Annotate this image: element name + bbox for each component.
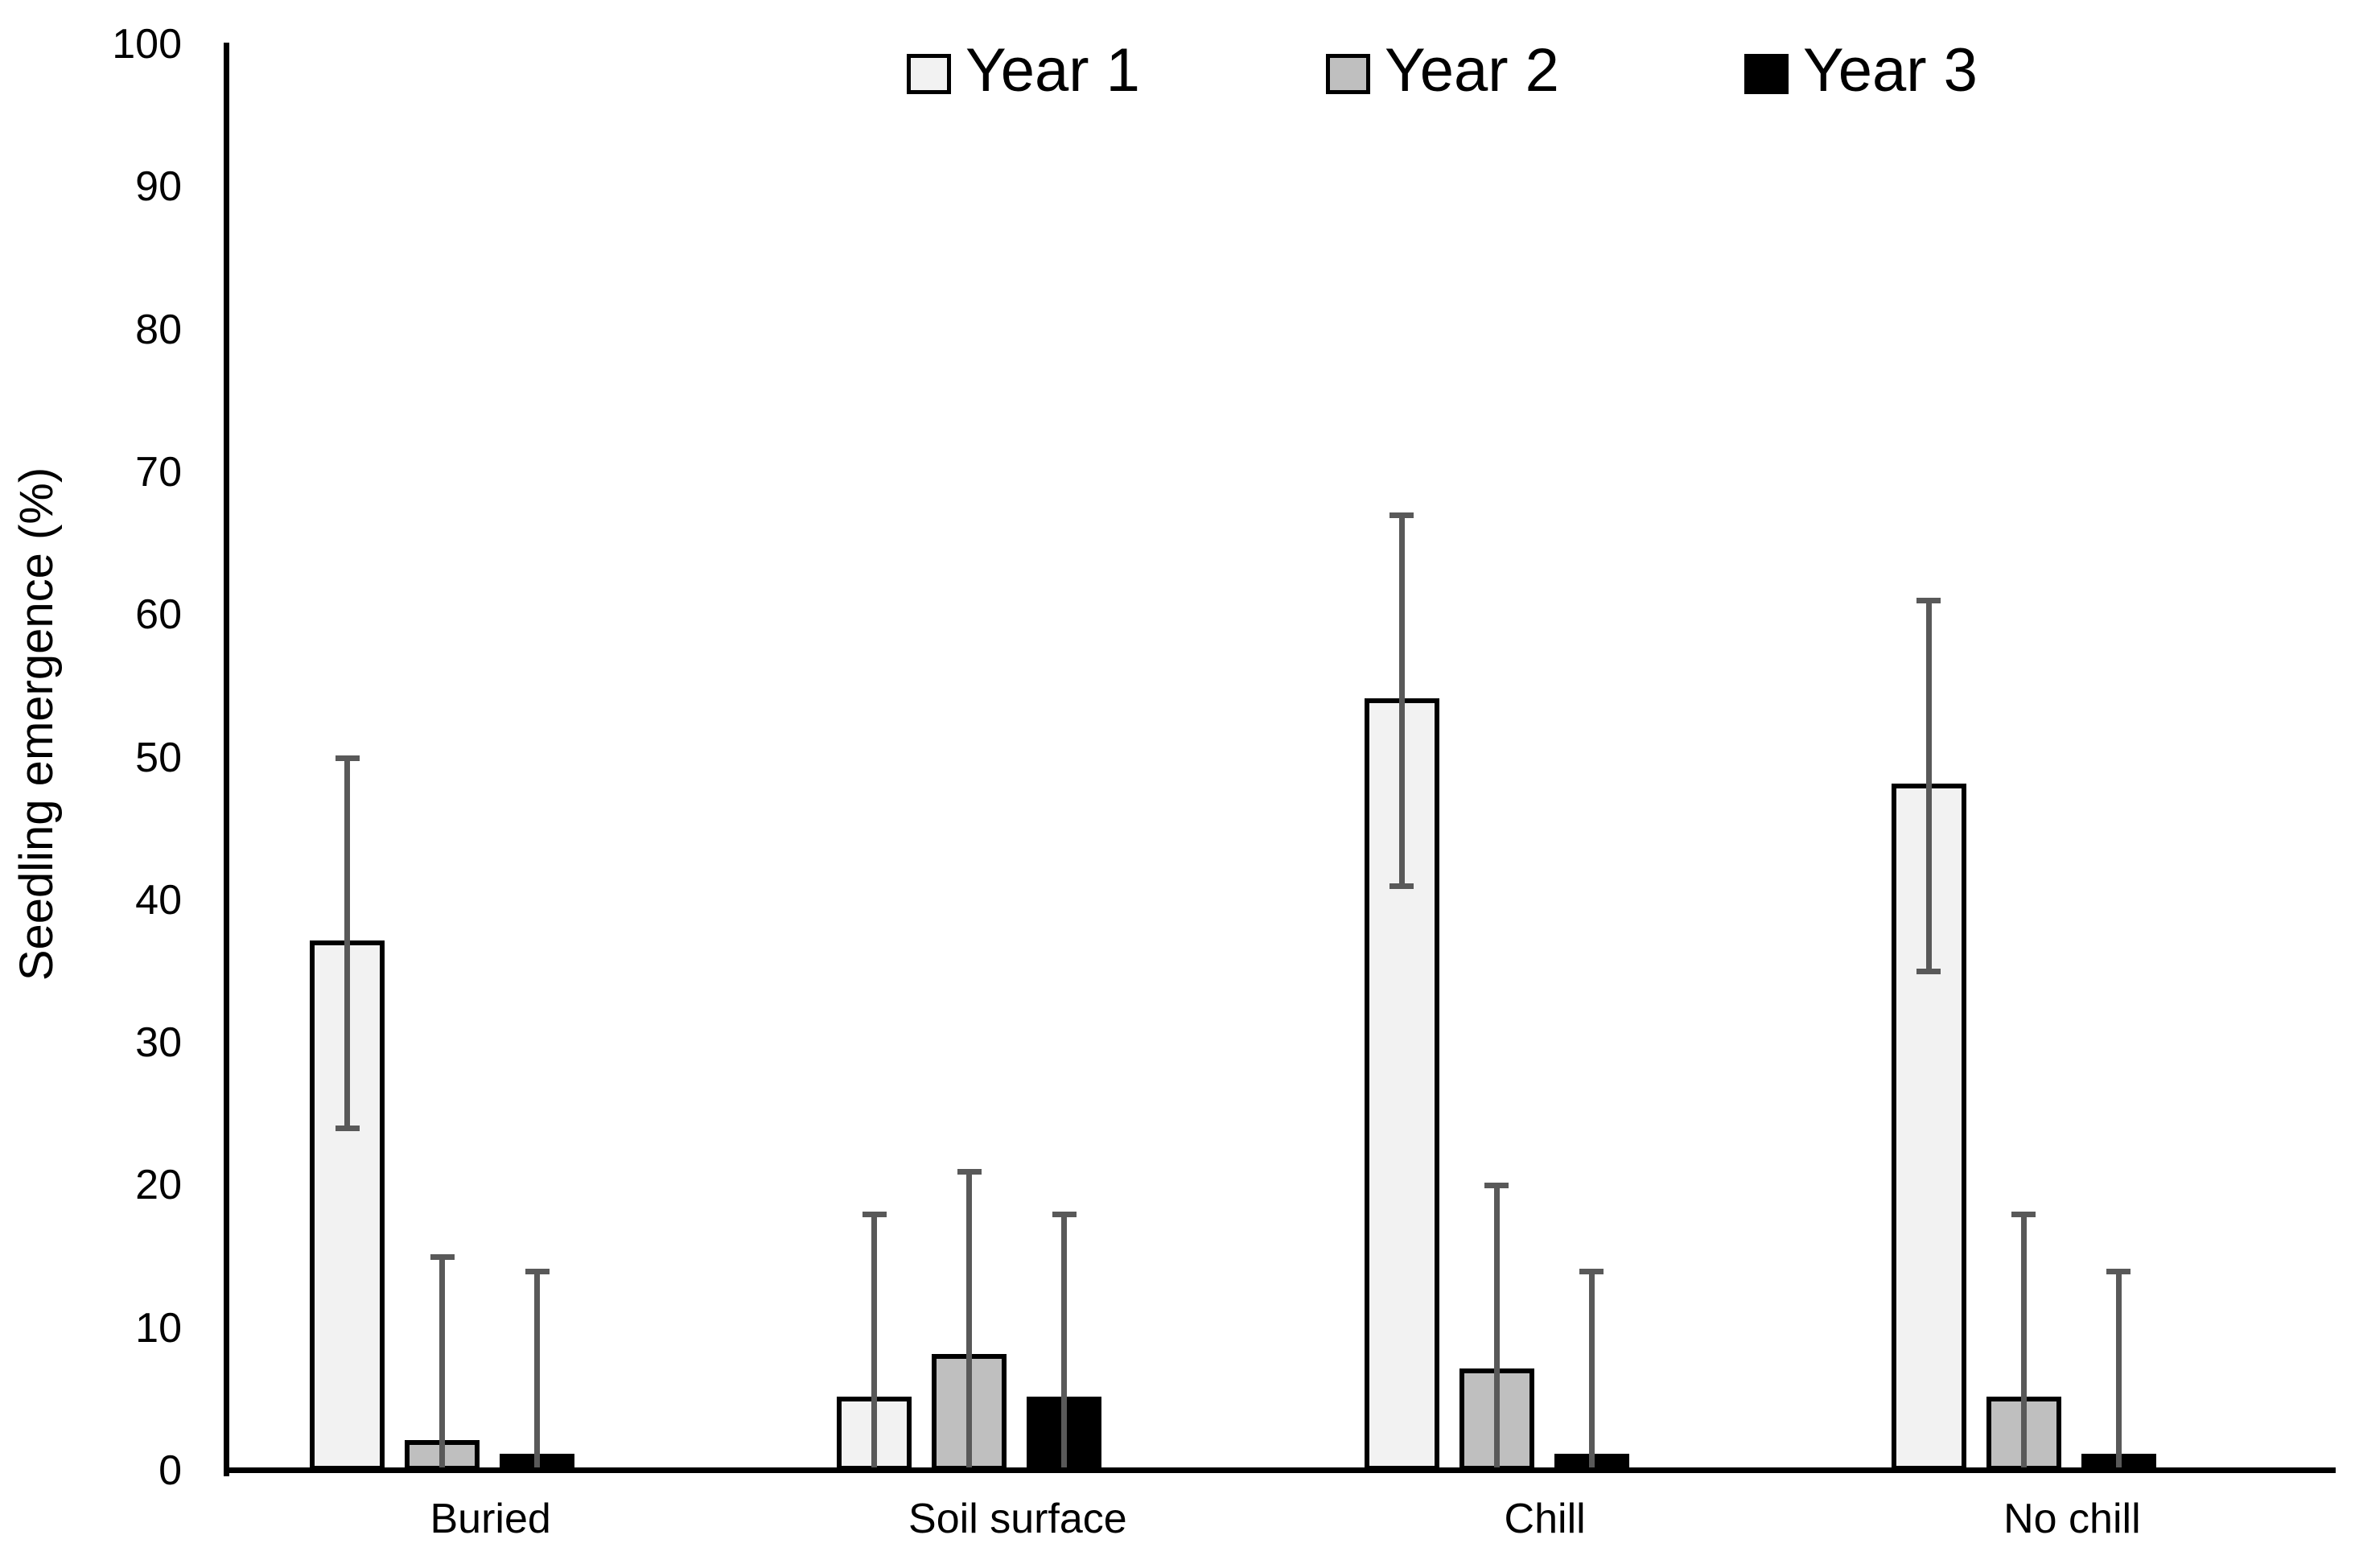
error-cap-bottom-year-1-buried <box>335 1126 360 1132</box>
error-bar-year-1-no-chill <box>1925 600 1932 972</box>
x-category-label-no-chill: No chill <box>2003 1496 2141 1542</box>
error-cap-bottom-year-1-chill <box>1389 883 1414 890</box>
error-bar-year-2-chill <box>1493 1185 1500 1471</box>
y-tick-label-100: 100 <box>112 21 182 68</box>
error-cap-top-year-1-no-chill <box>1916 598 1941 604</box>
y-tick-label-0: 0 <box>159 1447 182 1494</box>
y-tick-label-50: 50 <box>135 734 182 781</box>
y-tick-label-10: 10 <box>135 1304 182 1352</box>
error-bar-year-2-buried <box>439 1257 445 1471</box>
error-bar-year-3-chill <box>1588 1270 1595 1471</box>
error-cap-top-year-3-chill <box>1579 1268 1604 1274</box>
error-cap-top-year-1-soil-surface <box>862 1211 887 1217</box>
legend-item-year-2: Year 2 <box>1326 29 1559 113</box>
error-cap-top-year-2-soil-surface <box>957 1168 982 1175</box>
error-cap-top-year-3-buried <box>525 1268 550 1274</box>
error-bar-year-1-chill <box>1398 515 1405 887</box>
legend-label-year-3: Year 3 <box>1803 36 1978 105</box>
error-cap-top-year-2-buried <box>430 1254 455 1261</box>
y-tick-label-90: 90 <box>135 163 182 211</box>
error-bar-year-1-buried <box>344 757 350 1129</box>
error-cap-top-year-3-soil-surface <box>1052 1211 1077 1217</box>
y-tick-label-20: 20 <box>135 1162 182 1209</box>
x-category-label-buried: Buried <box>430 1496 551 1542</box>
error-cap-top-year-1-buried <box>335 755 360 761</box>
y-tick-label-30: 30 <box>135 1019 182 1067</box>
x-category-label-soil-surface: Soil surface <box>908 1496 1127 1542</box>
legend-label-year-1: Year 1 <box>965 36 1140 105</box>
error-bar-year-2-no-chill <box>2020 1213 2027 1471</box>
legend-item-year-3: Year 3 <box>1744 29 1978 113</box>
error-bar-year-2-soil-surface <box>966 1171 973 1471</box>
error-bar-year-3-no-chill <box>2115 1270 2122 1471</box>
y-tick-label-60: 60 <box>135 591 182 639</box>
error-cap-bottom-year-1-no-chill <box>1916 969 1941 975</box>
error-cap-top-year-2-chill <box>1484 1183 1509 1189</box>
error-bar-year-3-soil-surface <box>1061 1213 1068 1471</box>
y-axis-line <box>224 43 229 1476</box>
legend-swatch-year-2 <box>1326 53 1370 94</box>
y-tick-label-40: 40 <box>135 876 182 924</box>
y-tick-label-70: 70 <box>135 448 182 496</box>
legend-swatch-year-1 <box>907 53 951 94</box>
error-bar-year-3-buried <box>534 1270 540 1471</box>
x-category-label-chill: Chill <box>1504 1496 1586 1542</box>
error-bar-year-1-soil-surface <box>871 1213 878 1471</box>
error-cap-top-year-1-chill <box>1389 512 1414 519</box>
bar-year-1-buried <box>310 940 385 1471</box>
y-tick-label-80: 80 <box>135 306 182 353</box>
x-axis-line <box>224 1467 2336 1473</box>
legend-swatch-year-3 <box>1744 53 1789 94</box>
legend-item-year-1: Year 1 <box>907 29 1140 113</box>
error-cap-top-year-2-no-chill <box>2011 1211 2036 1217</box>
error-cap-top-year-3-no-chill <box>2106 1268 2131 1274</box>
legend-label-year-2: Year 2 <box>1385 36 1559 105</box>
